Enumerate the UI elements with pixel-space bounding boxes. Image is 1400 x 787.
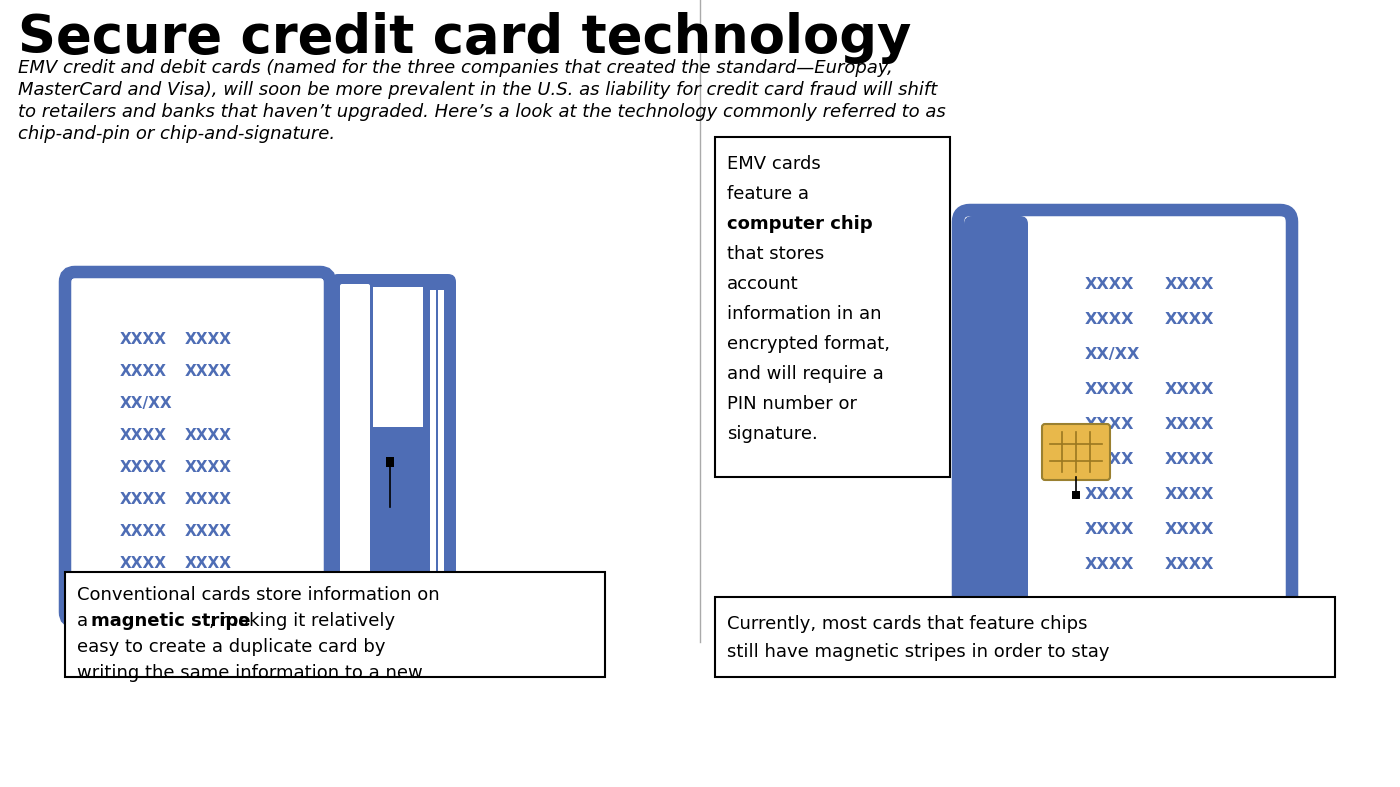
Bar xyxy=(386,457,393,467)
Bar xyxy=(372,287,423,427)
Text: still have magnetic stripes in order to stay: still have magnetic stripes in order to … xyxy=(727,643,1109,661)
Text: and will require a: and will require a xyxy=(727,365,883,383)
Text: XXXX: XXXX xyxy=(1085,382,1134,397)
Text: XXXX: XXXX xyxy=(120,428,167,443)
Text: XXXX: XXXX xyxy=(1085,312,1134,327)
FancyBboxPatch shape xyxy=(965,216,1028,628)
Text: XXXX: XXXX xyxy=(1165,312,1215,327)
Text: XX/XX: XX/XX xyxy=(120,396,172,411)
Text: MasterCard and Visa), will soon be more prevalent in the U.S. as liability for c: MasterCard and Visa), will soon be more … xyxy=(18,81,937,99)
Text: PIN number or: PIN number or xyxy=(727,395,857,413)
Text: XXXX: XXXX xyxy=(1165,557,1215,572)
Text: XXXX: XXXX xyxy=(1085,487,1134,502)
Text: XXXX: XXXX xyxy=(185,588,232,603)
Text: magnetic stripe: magnetic stripe xyxy=(91,612,251,630)
Bar xyxy=(64,572,605,677)
FancyBboxPatch shape xyxy=(958,210,1292,634)
Text: XXXX: XXXX xyxy=(185,492,232,507)
Text: Secure credit card technology: Secure credit card technology xyxy=(18,12,911,64)
Text: account: account xyxy=(727,275,798,293)
FancyBboxPatch shape xyxy=(330,274,456,620)
Text: XXXX: XXXX xyxy=(1165,382,1215,397)
Text: XXXX: XXXX xyxy=(1165,417,1215,432)
FancyBboxPatch shape xyxy=(64,272,330,622)
Text: information in an: information in an xyxy=(727,305,882,323)
Text: XXXX: XXXX xyxy=(185,332,232,347)
Bar xyxy=(430,290,435,604)
FancyBboxPatch shape xyxy=(340,284,370,610)
Text: chip-and-pin or chip-and-signature.: chip-and-pin or chip-and-signature. xyxy=(18,125,335,143)
Text: XXXX: XXXX xyxy=(1165,522,1215,537)
Text: EMV cards: EMV cards xyxy=(727,155,820,173)
Text: XXXX: XXXX xyxy=(1085,417,1134,432)
Text: Currently, most cards that feature chips: Currently, most cards that feature chips xyxy=(727,615,1088,633)
Text: XXXX: XXXX xyxy=(1085,277,1134,292)
Text: feature a: feature a xyxy=(727,185,809,203)
Bar xyxy=(1072,491,1079,499)
Text: to retailers and banks that haven’t upgraded. Here’s a look at the technology co: to retailers and banks that haven’t upgr… xyxy=(18,103,946,121)
Text: XXXX: XXXX xyxy=(185,428,232,443)
Text: XXXX: XXXX xyxy=(185,524,232,539)
Bar xyxy=(715,597,1336,677)
Text: XXXX: XXXX xyxy=(120,588,167,603)
Text: signature.: signature. xyxy=(727,425,818,443)
Text: that stores: that stores xyxy=(727,245,825,263)
Text: XXXX: XXXX xyxy=(185,556,232,571)
Text: XXXX: XXXX xyxy=(185,460,232,475)
Text: XXXX: XXXX xyxy=(1165,452,1215,467)
Text: computer chip: computer chip xyxy=(727,215,872,233)
Text: XXXX: XXXX xyxy=(120,556,167,571)
Text: XXXX: XXXX xyxy=(1085,452,1134,467)
Text: XXXX: XXXX xyxy=(120,364,167,379)
Text: XXXX: XXXX xyxy=(120,460,167,475)
Text: XXXX: XXXX xyxy=(1165,487,1215,502)
Text: easy to create a duplicate card by: easy to create a duplicate card by xyxy=(77,638,385,656)
Text: XXXX: XXXX xyxy=(1085,557,1134,572)
FancyBboxPatch shape xyxy=(1042,424,1110,480)
Text: writing the same information to a new: writing the same information to a new xyxy=(77,664,423,682)
Bar xyxy=(438,290,444,604)
Text: XXXX: XXXX xyxy=(185,364,232,379)
Text: , making it relatively: , making it relatively xyxy=(209,612,395,630)
Text: XXXX: XXXX xyxy=(120,492,167,507)
Text: XXXX: XXXX xyxy=(1085,522,1134,537)
Text: Conventional cards store information on: Conventional cards store information on xyxy=(77,586,440,604)
Text: XXXX: XXXX xyxy=(1165,277,1215,292)
Text: EMV credit and debit cards (named for the three companies that created the stand: EMV credit and debit cards (named for th… xyxy=(18,59,893,77)
Bar xyxy=(715,137,951,477)
Text: XX/XX: XX/XX xyxy=(1085,347,1141,362)
Text: encrypted format,: encrypted format, xyxy=(727,335,890,353)
Text: a: a xyxy=(77,612,94,630)
Text: XXXX: XXXX xyxy=(120,524,167,539)
Text: XXXX: XXXX xyxy=(120,332,167,347)
